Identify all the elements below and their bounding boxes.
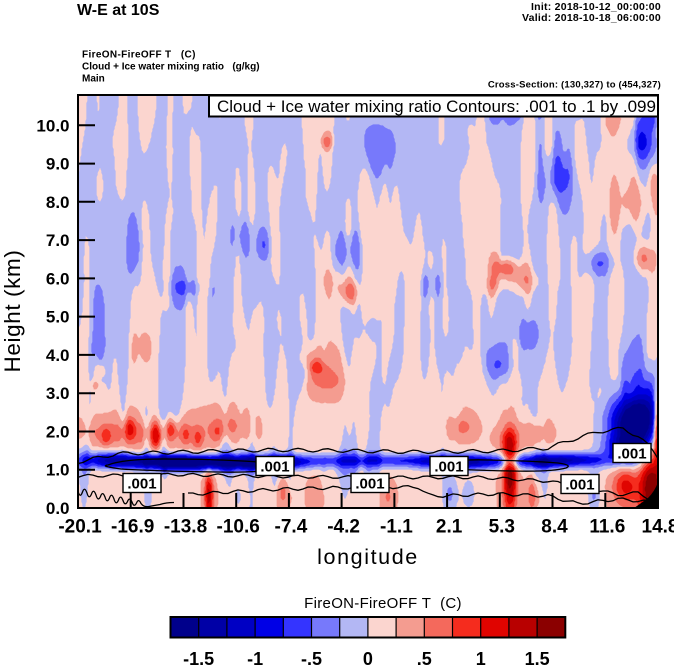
svg-text:longitude: longitude (317, 545, 419, 569)
svg-text:FireON-FireOFF T (C): FireON-FireOFF T (C) (82, 50, 196, 61)
svg-text:Height (km): Height (km) (0, 250, 25, 373)
svg-text:.001: .001 (355, 476, 384, 493)
svg-text:-10.6: -10.6 (217, 517, 260, 538)
svg-text:Cloud + Ice water mixing ratio: Cloud + Ice water mixing ratio Contours:… (217, 97, 656, 116)
svg-text:5.0: 5.0 (46, 308, 70, 327)
svg-text:Cloud + Ice water mixing ratio: Cloud + Ice water mixing ratio (g/kg) (82, 62, 260, 73)
svg-text:7.0: 7.0 (46, 231, 70, 250)
svg-text:8.0: 8.0 (46, 193, 70, 212)
svg-text:-13.8: -13.8 (164, 517, 207, 538)
svg-text:0: 0 (363, 649, 373, 667)
svg-text:.001: .001 (617, 446, 646, 463)
svg-text:5.3: 5.3 (489, 517, 515, 538)
svg-text:8.4: 8.4 (541, 517, 568, 538)
svg-text:-.5: -.5 (301, 649, 322, 667)
svg-text:11.6: 11.6 (589, 517, 625, 538)
svg-text:14.8: 14.8 (642, 517, 674, 538)
svg-text:Init: 2018-10-12_00:00:00: Init: 2018-10-12_00:00:00 (531, 1, 661, 13)
svg-text:W-E at 10S: W-E at 10S (77, 2, 160, 19)
svg-text:.001: .001 (565, 477, 594, 494)
svg-text:2.1: 2.1 (436, 517, 463, 538)
svg-text:Cross-Section: (130,327) to (4: Cross-Section: (130,327) to (454,327) (488, 80, 661, 91)
svg-text:-1.1: -1.1 (380, 517, 413, 538)
svg-text:-1.5: -1.5 (183, 649, 214, 667)
svg-text:.5: .5 (417, 649, 432, 667)
svg-text:-1: -1 (247, 649, 263, 667)
svg-text:-20.1: -20.1 (58, 517, 102, 538)
svg-text:-4.2: -4.2 (327, 517, 360, 538)
svg-text:1.0: 1.0 (46, 461, 70, 480)
svg-text:-7.4: -7.4 (275, 517, 308, 538)
svg-text:10.0: 10.0 (36, 116, 69, 135)
svg-text:FireON-FireOFF T (C): FireON-FireOFF T (C) (304, 595, 462, 612)
svg-text:4.0: 4.0 (46, 346, 70, 365)
svg-text:3.0: 3.0 (46, 384, 70, 403)
svg-text:2.0: 2.0 (46, 423, 70, 442)
svg-text:Valid: 2018-10-18_06:00:00: Valid: 2018-10-18_06:00:00 (522, 12, 661, 24)
svg-text:9.0: 9.0 (46, 155, 70, 174)
svg-text:-16.9: -16.9 (111, 517, 154, 538)
svg-text:1.5: 1.5 (525, 649, 550, 667)
svg-text:.001: .001 (434, 459, 463, 476)
svg-text:1: 1 (476, 649, 486, 667)
svg-text:.001: .001 (127, 476, 156, 493)
svg-text:Main: Main (82, 74, 105, 85)
svg-text:.001: .001 (260, 459, 289, 476)
svg-text:0.0: 0.0 (46, 499, 70, 518)
svg-text:6.0: 6.0 (46, 269, 70, 288)
